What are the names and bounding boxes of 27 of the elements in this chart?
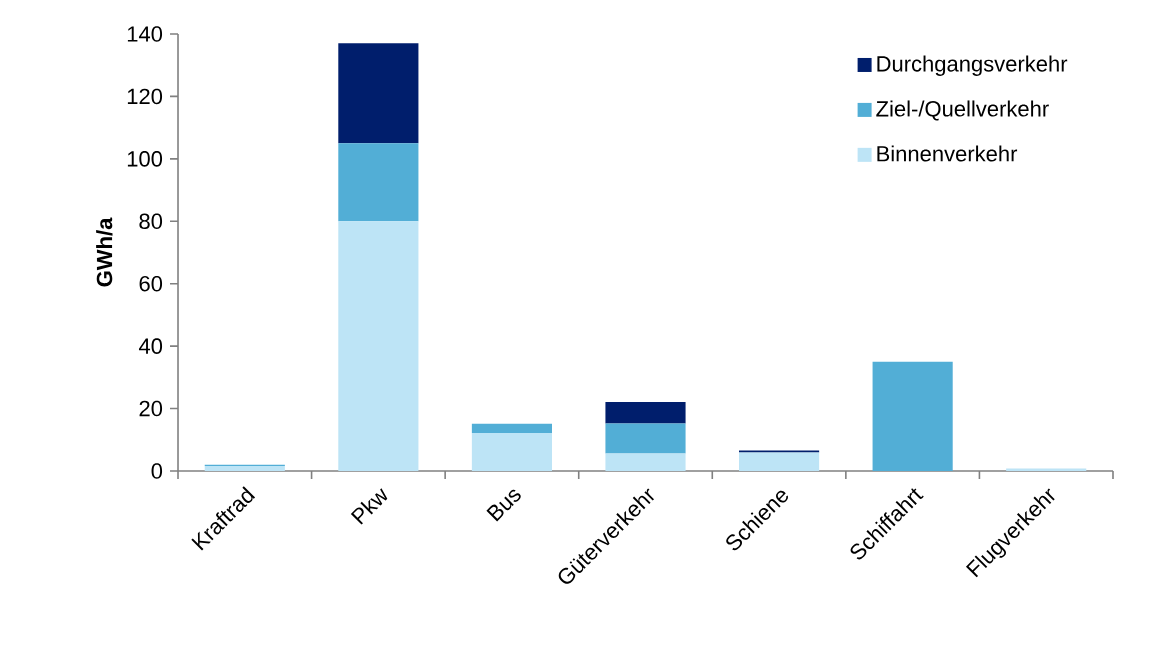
y-tick-label: 80 [139, 213, 163, 230]
y-tick-label: 100 [127, 151, 163, 167]
bar [338, 221, 419, 471]
x-tick-label: Bus [486, 489, 521, 522]
bar [1006, 468, 1087, 471]
bar [471, 432, 552, 471]
bar [605, 453, 686, 471]
y-tick-label: 0 [151, 463, 163, 479]
bar [338, 43, 419, 144]
bar [204, 465, 285, 471]
y-tick-label: 20 [139, 400, 163, 417]
bar [605, 402, 686, 424]
bar [338, 143, 419, 222]
legend-label: Durchgangsverkehr [877, 55, 1068, 76]
y-tick-label: 60 [139, 275, 163, 292]
x-tick-label: Pkw [350, 488, 388, 525]
bar [605, 423, 686, 454]
legend-label: Binnenverkehr [877, 145, 1018, 162]
bar [471, 423, 552, 433]
y-tick-label: 120 [127, 88, 163, 105]
bar [739, 452, 820, 471]
bar [872, 361, 953, 471]
y-axis-title: GWh/a [96, 217, 113, 287]
bar [739, 450, 820, 453]
legend-label: Ziel-/Quellverkehr [876, 100, 1049, 121]
y-tick-label: 40 [138, 338, 163, 354]
y-tick-label: 140 [127, 26, 163, 42]
